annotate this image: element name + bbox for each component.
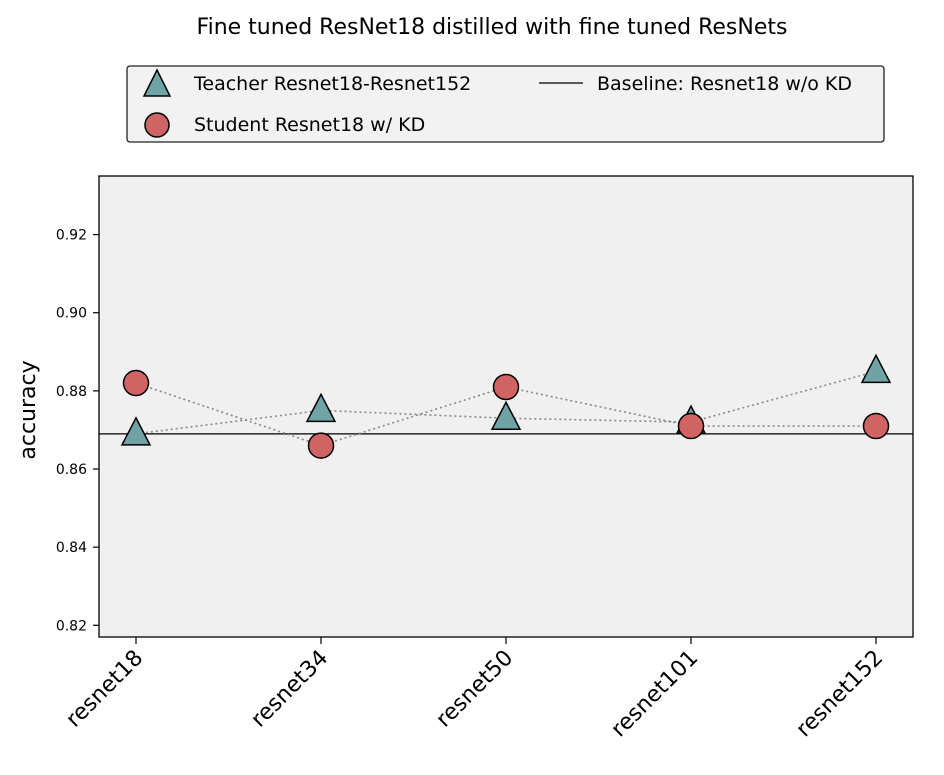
legend-teacher-marker bbox=[142, 68, 172, 97]
x-tick-label: resnet152 bbox=[792, 646, 889, 743]
plot-frame bbox=[98, 175, 914, 638]
teacher-point bbox=[490, 400, 522, 430]
student-point bbox=[677, 412, 705, 440]
student-series bbox=[122, 369, 890, 459]
teacher-point bbox=[860, 353, 892, 384]
y-tick-label: 0.84 bbox=[56, 540, 87, 556]
x-axis: resnet18 resnet34 resnet50 resnet101 resnet1… bbox=[62, 637, 889, 743]
legend-student-label: Student Resnet18 w/ KD bbox=[194, 114, 425, 136]
student-point bbox=[122, 369, 150, 397]
legend-teacher-label: Teacher Resnet18-Resnet152 bbox=[193, 73, 471, 95]
x-tick-label: resnet18 bbox=[62, 646, 149, 733]
x-tick-label: resnet34 bbox=[247, 646, 334, 733]
y-tick-label: 0.92 bbox=[56, 228, 87, 244]
legend: Teacher Resnet18-Resnet152 Student Resne… bbox=[126, 65, 885, 143]
chart-title: Fine tuned ResNet18 distilled with fine … bbox=[197, 15, 788, 40]
legend-baseline-label: Baseline: Resnet18 w/o KD bbox=[597, 73, 852, 95]
student-point bbox=[862, 412, 890, 440]
x-tick-label: resnet50 bbox=[432, 646, 519, 733]
student-point bbox=[492, 373, 520, 401]
y-tick-label: 0.82 bbox=[56, 618, 87, 634]
connector-line-student bbox=[135, 382, 876, 447]
teacher-point bbox=[120, 416, 152, 446]
y-axis: 0.82 0.84 0.86 0.88 0.90 0.92 bbox=[56, 228, 99, 634]
x-tick-label: resnet101 bbox=[607, 646, 704, 743]
teacher-point bbox=[305, 392, 337, 423]
y-axis-label: accuracy bbox=[16, 360, 41, 459]
legend-box bbox=[126, 65, 885, 143]
y-tick-label: 0.90 bbox=[56, 306, 87, 322]
y-tick-label: 0.88 bbox=[56, 384, 87, 400]
legend-student-marker bbox=[144, 112, 170, 138]
student-point bbox=[307, 432, 335, 459]
y-tick-label: 0.86 bbox=[56, 462, 87, 478]
